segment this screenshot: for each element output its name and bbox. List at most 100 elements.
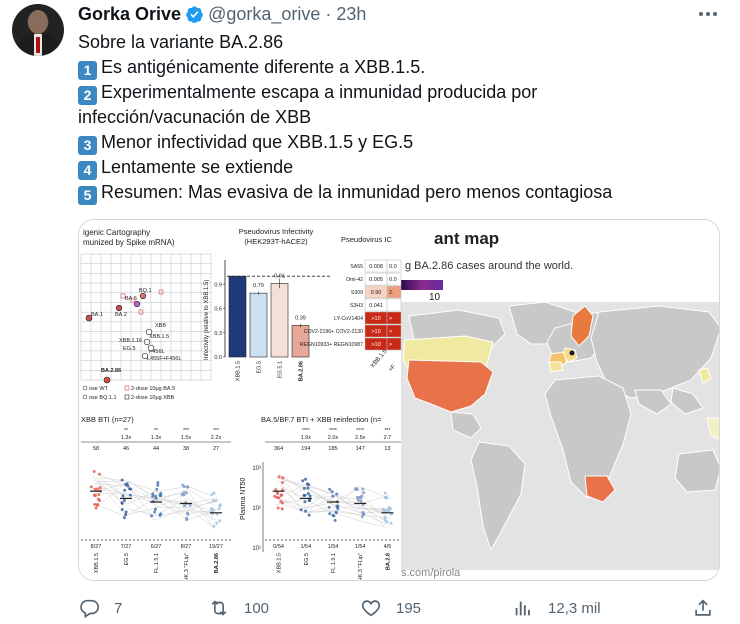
gmt-label: 58 [93, 446, 99, 452]
tweet-point-5: 5 Resumen: Mas evasiva de la inmunidad pe… [78, 180, 718, 205]
data-point [212, 508, 216, 512]
data-point [335, 492, 339, 496]
data-point [356, 498, 360, 502]
y-tick-label: 10² [252, 506, 261, 512]
author-handle[interactable]: @gorka_orive [208, 3, 321, 24]
map-title: ant map [434, 229, 499, 248]
data-point [122, 498, 126, 502]
data-point [150, 514, 154, 518]
bar-category-label: XBB.1.5 [236, 361, 242, 381]
category-label: EG.5 [304, 553, 310, 566]
significance-stars: *** [213, 428, 219, 434]
cartography-title-2: munized by Spike mRNA) [83, 238, 175, 247]
data-point [333, 518, 337, 522]
connecting-line [281, 487, 390, 510]
connecting-line [98, 483, 213, 505]
data-point [151, 492, 155, 496]
more-options-button[interactable] [696, 6, 720, 22]
ic50-value: > [389, 316, 392, 322]
significance-stars: *** [384, 428, 390, 434]
data-point [279, 494, 283, 498]
data-point [93, 487, 97, 491]
connecting-line [279, 475, 386, 525]
tweet-header: Gorka Orive @gorka_orive · 23h [78, 2, 366, 26]
ic50-cell [386, 272, 402, 286]
infectivity-title-1: Pseudovirus Infectivity [239, 227, 314, 236]
point-text: Experimentalmente escapa a inmunidad pro… [101, 82, 538, 102]
avatar[interactable] [12, 4, 64, 56]
map-panel: ant map g BA.2.86 cases around the world… [401, 220, 719, 580]
cart-legend: ose BQ.1.1 [89, 395, 117, 401]
data-point [361, 487, 365, 491]
gmt-label: 185 [328, 446, 337, 452]
data-point [120, 507, 124, 511]
connecting-line [282, 485, 390, 528]
connecting-line [94, 482, 215, 530]
reply-button[interactable]: 7 [78, 596, 122, 620]
ic50-value: 0.90 [371, 290, 382, 296]
avatar-tie [36, 37, 40, 53]
data-point [89, 485, 93, 489]
ic50-value: >10 [371, 329, 380, 335]
category-label: FL.1.5.1 [331, 553, 337, 573]
data-point [299, 508, 303, 512]
data-point [93, 503, 97, 507]
ic50-value: 0.008 [369, 264, 383, 270]
ic50-cell [386, 324, 402, 338]
data-point [218, 519, 222, 523]
data-point [153, 510, 157, 514]
cartography-panel: igenic Cartography munized by Spike mRNA… [79, 220, 215, 402]
data-point [332, 514, 336, 518]
data-point [151, 494, 155, 498]
tweet-point-1: 1 Es antigénicamente diferente a XBB.1.5. [78, 55, 718, 80]
author-name[interactable]: Gorka Orive [78, 3, 182, 24]
data-point [212, 491, 216, 495]
data-point [303, 493, 307, 497]
data-point [301, 479, 305, 483]
ic50-value: >10 [371, 342, 380, 348]
views-button[interactable]: 12,3 mil [512, 596, 601, 620]
y-tick-label: 10³ [252, 466, 261, 472]
ic50-row-name: S3H3 [350, 303, 363, 309]
keycap-2-icon: 2 [78, 86, 97, 105]
connecting-line [97, 480, 220, 516]
ic50-cell [386, 311, 402, 325]
data-point [336, 504, 340, 508]
repost-button[interactable]: 100 [208, 596, 269, 620]
data-point [92, 493, 96, 497]
tweet-time[interactable]: 23h [336, 3, 367, 24]
y-tick-label: 0.6 [214, 307, 222, 313]
ic50-value: 0.0 [389, 264, 397, 270]
data-point [359, 496, 363, 500]
gmt-label: 194 [301, 446, 310, 452]
fold-change-label: 1.3x [121, 435, 132, 441]
category-label: XBB.1.5 [277, 553, 283, 573]
tweet-point-2: 2 Experimentalmente escapa a inmunidad pr… [78, 80, 718, 105]
tweet-media-image[interactable]: ant map g BA.2.86 cases around the world… [78, 219, 720, 581]
cart-label: XBB.1.16 [119, 338, 142, 344]
connecting-line [275, 499, 388, 528]
share-button[interactable] [692, 596, 714, 620]
data-point [281, 501, 285, 505]
connecting-line [279, 484, 386, 511]
fold-change-label: 1.5x [181, 435, 192, 441]
cartography-points [85, 289, 164, 384]
like-button[interactable]: 195 [360, 596, 421, 620]
data-point [211, 499, 215, 503]
data-point [306, 492, 310, 496]
cart-label: XBB.1.5 [149, 334, 169, 340]
data-point [97, 493, 101, 497]
fold-change-label: 1.9x [301, 435, 312, 441]
reply-count: 7 [114, 599, 123, 617]
bar-category-label: EG.5 [257, 361, 263, 374]
tweet-intro: Sobre la variante BA.2.86 [78, 32, 284, 52]
count-label: 8/27 [181, 544, 192, 550]
ic50-colname: +F [388, 364, 397, 374]
data-point [383, 518, 387, 522]
views-count: 12,3 mil [548, 599, 601, 617]
data-point [188, 503, 192, 507]
data-point [186, 512, 190, 516]
cart-label: BQ.1 [139, 288, 152, 294]
ic50-row-name: LY-CoV1404 [334, 316, 363, 322]
point-text: Lentamente se extiende [101, 157, 294, 177]
